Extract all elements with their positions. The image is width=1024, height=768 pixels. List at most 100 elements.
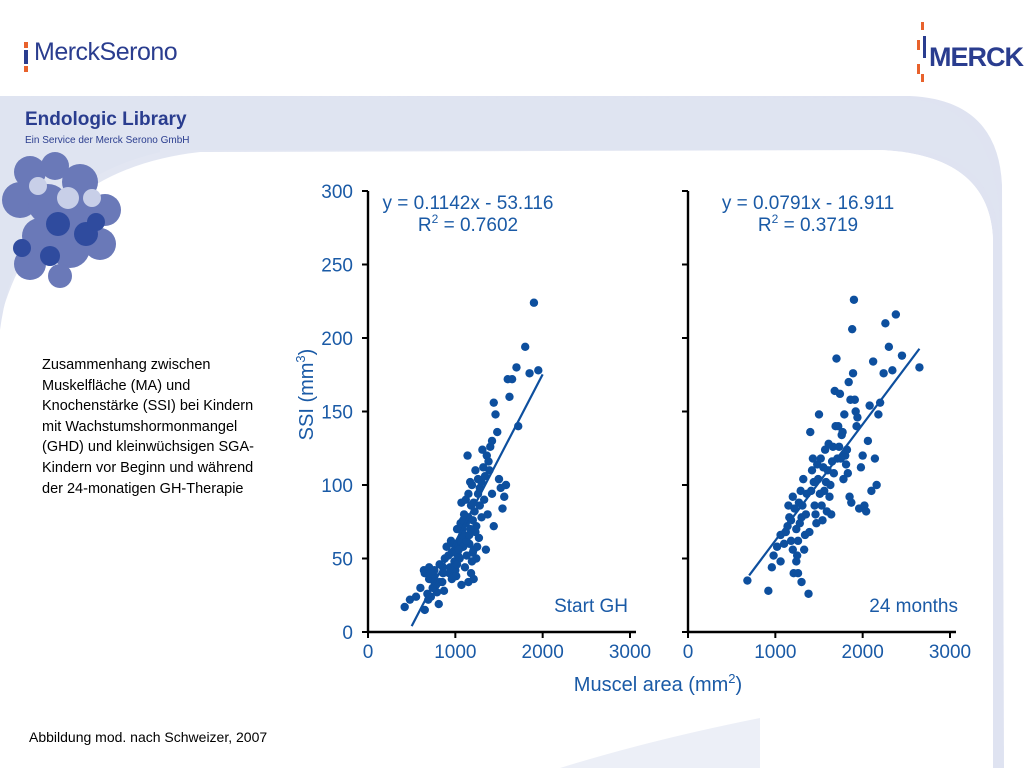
data-point: [822, 507, 832, 516]
data-point: [815, 489, 825, 499]
data-point: [799, 474, 808, 484]
data-point: [870, 454, 880, 463]
panel-label: 24 months: [869, 596, 958, 617]
data-point: [840, 410, 849, 419]
data-point: [478, 445, 487, 454]
data-point: [434, 599, 443, 609]
data-point: [863, 436, 873, 446]
data-point: [471, 466, 480, 475]
data-point: [484, 457, 493, 466]
data-point: [793, 536, 803, 546]
y-tick-label: 300: [321, 182, 353, 203]
data-point: [865, 401, 874, 410]
data-point: [473, 474, 483, 484]
data-point: [494, 474, 504, 484]
merck-logo: MERCK: [917, 22, 1024, 82]
data-point: [897, 351, 907, 360]
data-point: [487, 489, 497, 499]
data-point: [805, 527, 814, 537]
data-point: [861, 507, 871, 516]
figure-caption: Zusammenhang zwischen Muskelfläche (MA) …: [42, 357, 254, 497]
data-point: [468, 516, 477, 525]
r-squared-label: R2 = 0.7602: [418, 212, 518, 236]
data-point: [474, 533, 484, 543]
data-point: [500, 492, 509, 501]
data-point: [807, 466, 817, 475]
data-point: [743, 576, 752, 585]
data-point: [420, 605, 429, 615]
data-point: [487, 436, 497, 446]
data-point: [764, 586, 773, 596]
x-tick-label: 1000: [434, 642, 476, 663]
data-point: [460, 563, 470, 572]
data-point: [834, 442, 844, 451]
data-point: [472, 542, 482, 551]
x-tick-label: 0: [683, 642, 694, 663]
data-point: [825, 492, 834, 501]
data-point: [847, 324, 857, 334]
data-point: [884, 342, 894, 352]
data-point: [804, 589, 813, 598]
data-point: [812, 519, 821, 528]
data-point: [793, 569, 803, 578]
data-point: [841, 460, 851, 469]
data-point: [808, 454, 818, 463]
data-point: [475, 501, 484, 510]
data-point: [839, 474, 848, 484]
data-point: [797, 577, 806, 587]
data-point: [457, 580, 466, 590]
data-point: [874, 410, 883, 419]
data-point: [856, 463, 866, 472]
data-point: [868, 357, 878, 366]
data-point: [844, 377, 853, 387]
x-axis-title: Muscel area (mm2): [574, 671, 742, 696]
x-tick-label: 1000: [754, 642, 796, 663]
regression-equation: y = 0.0791x - 16.911: [722, 193, 894, 214]
x-tick-label: 3000: [609, 642, 651, 663]
data-point: [442, 542, 451, 551]
y-axis-title: SSI (mm3): [293, 349, 318, 441]
data-point: [831, 422, 840, 431]
data-point: [915, 363, 924, 372]
x-tick-label: 2000: [522, 642, 564, 663]
library-title: Endologic Library: [25, 109, 187, 130]
right-logo-text: MERCK: [929, 42, 1024, 72]
data-point: [853, 413, 862, 422]
x-tick-label: 3000: [929, 642, 971, 663]
data-point: [832, 354, 841, 363]
data-point: [811, 510, 820, 519]
data-point: [872, 480, 881, 490]
y-tick-label: 200: [321, 329, 353, 350]
data-point: [462, 551, 471, 560]
data-point: [806, 427, 815, 437]
data-point: [491, 410, 500, 419]
data-point: [799, 545, 809, 554]
data-point: [838, 427, 847, 437]
data-point: [426, 569, 436, 578]
data-point: [847, 498, 856, 507]
source-note: Abbildung mod. nach Schweizer, 2007: [29, 729, 268, 745]
data-point: [521, 342, 530, 352]
data-point: [786, 536, 796, 546]
data-point: [525, 369, 534, 378]
data-point: [772, 542, 782, 551]
data-point: [769, 551, 778, 560]
logo-mark-icon: [24, 42, 28, 72]
data-point: [479, 495, 489, 504]
data-point: [779, 539, 789, 548]
data-point: [891, 310, 901, 319]
data-point: [824, 439, 833, 449]
merck-logo-icon: [917, 22, 926, 82]
data-point: [814, 410, 824, 419]
data-point: [445, 563, 455, 572]
y-tick-label: 250: [321, 256, 353, 277]
y-tick-label: 100: [321, 476, 353, 497]
data-point: [498, 504, 507, 513]
data-point: [850, 395, 860, 404]
data-point: [819, 463, 828, 472]
data-point: [489, 398, 498, 407]
y-tick-label: 50: [332, 550, 353, 571]
data-point: [465, 530, 474, 540]
x-tick-label: 2000: [842, 642, 884, 663]
data-point: [489, 521, 498, 531]
